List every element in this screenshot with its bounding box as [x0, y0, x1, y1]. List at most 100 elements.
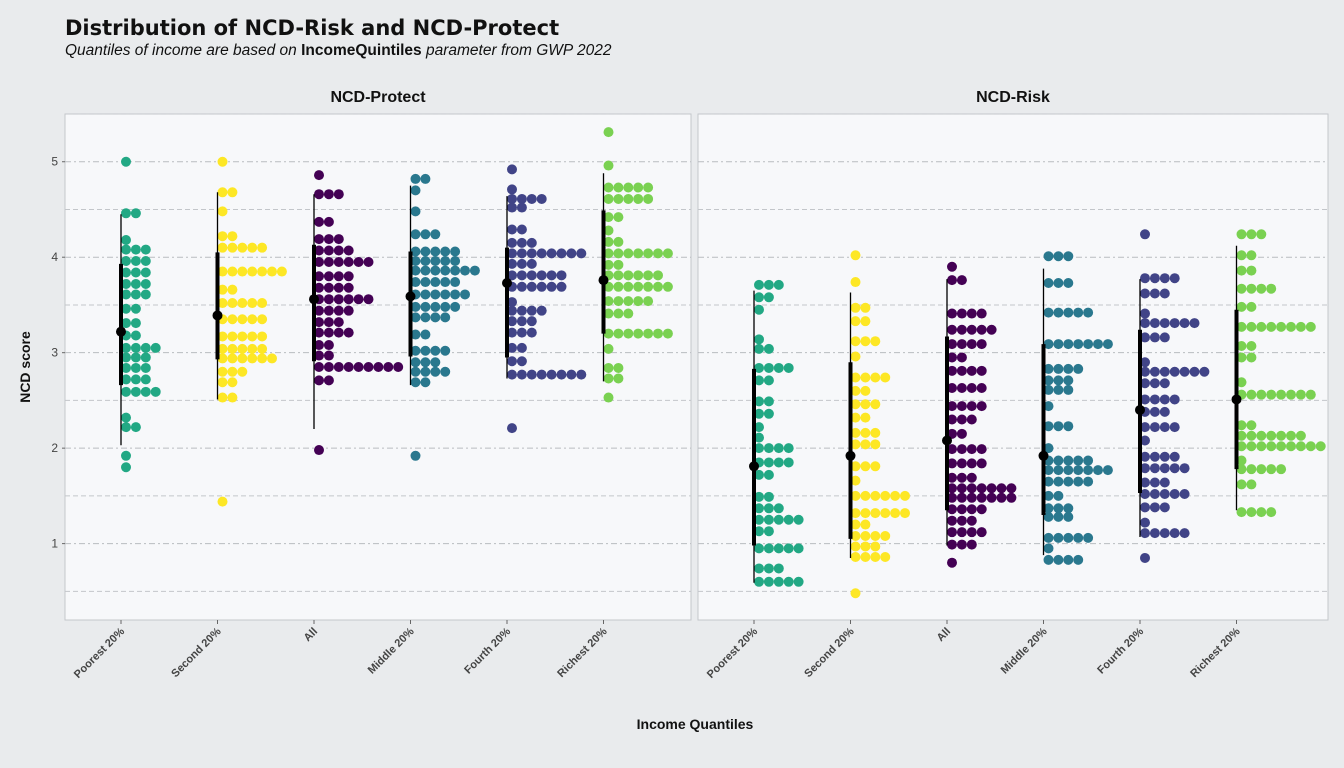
dot [130, 330, 141, 341]
dot [410, 185, 421, 196]
dot [420, 173, 431, 184]
dot [393, 362, 404, 372]
dot [121, 374, 131, 385]
dot [237, 343, 248, 354]
dot [850, 385, 861, 396]
dot [1140, 366, 1150, 377]
dot [247, 353, 258, 364]
dot [966, 492, 977, 503]
dot [662, 328, 673, 339]
dot [773, 443, 784, 454]
dot [227, 266, 238, 277]
dot [1140, 477, 1150, 488]
dot [763, 396, 774, 407]
dot [343, 256, 354, 267]
dot [121, 412, 131, 423]
dot [556, 270, 567, 281]
dot [1006, 483, 1017, 494]
dot [546, 369, 557, 380]
dot [754, 292, 764, 303]
dot [1159, 394, 1170, 405]
dot [633, 182, 644, 193]
dot [1043, 532, 1054, 543]
dot [643, 328, 654, 339]
dot [314, 317, 324, 328]
dot [353, 256, 364, 267]
dot [1043, 277, 1054, 288]
dot [1276, 441, 1287, 452]
dot [1246, 340, 1257, 351]
dot [1043, 465, 1054, 476]
dot [430, 229, 441, 240]
dot [516, 356, 527, 367]
dot [1149, 366, 1160, 377]
dot [121, 156, 131, 167]
dot [966, 339, 977, 350]
median-point [1038, 450, 1049, 461]
dot [976, 383, 987, 394]
dot [653, 328, 663, 339]
dot [1093, 339, 1103, 350]
dot [1276, 464, 1287, 475]
dot [996, 483, 1007, 494]
dot [217, 242, 228, 253]
dot [613, 308, 624, 319]
dot [1149, 406, 1160, 417]
dot [850, 508, 861, 519]
dot [613, 270, 624, 281]
dot [546, 270, 557, 281]
dot [603, 296, 614, 307]
dot [247, 266, 258, 277]
dot [947, 352, 957, 363]
dot [763, 514, 774, 525]
dot [850, 399, 861, 410]
dot [850, 427, 861, 438]
dot [363, 362, 374, 372]
dot [623, 296, 634, 307]
dot [850, 541, 861, 552]
dot [121, 422, 131, 433]
dot [1246, 301, 1257, 312]
dot [1295, 430, 1306, 441]
dot [613, 212, 624, 223]
dot [1053, 490, 1064, 501]
dot [850, 439, 861, 450]
dot [1053, 465, 1064, 476]
dot [603, 362, 614, 373]
dot [430, 246, 441, 257]
dot [947, 504, 957, 515]
dot [966, 365, 977, 376]
dot [121, 267, 131, 278]
dot [947, 275, 957, 286]
dot [121, 386, 131, 397]
dot [956, 472, 967, 483]
dot [150, 342, 161, 353]
dot [430, 301, 441, 312]
dot [227, 298, 238, 309]
dot [613, 328, 624, 339]
dot [613, 362, 624, 373]
dot [850, 372, 861, 383]
dot [516, 316, 527, 327]
dot [1149, 394, 1160, 405]
dot [420, 246, 431, 257]
dot [1043, 511, 1054, 522]
dot [1149, 528, 1160, 539]
dot [507, 164, 517, 175]
dot [1053, 503, 1064, 514]
dot [440, 312, 451, 323]
dot [121, 462, 131, 473]
dot [754, 343, 764, 354]
dot [410, 256, 421, 267]
dot [1256, 321, 1267, 332]
dot [323, 327, 334, 338]
dot [603, 193, 614, 204]
dot [1179, 528, 1190, 539]
dot [1169, 451, 1180, 462]
dot [860, 551, 871, 562]
dot [613, 182, 624, 193]
dot [1149, 378, 1160, 389]
dot [754, 362, 764, 373]
dot [410, 246, 421, 257]
x-tick-label: Fourth 20% [1095, 625, 1146, 676]
